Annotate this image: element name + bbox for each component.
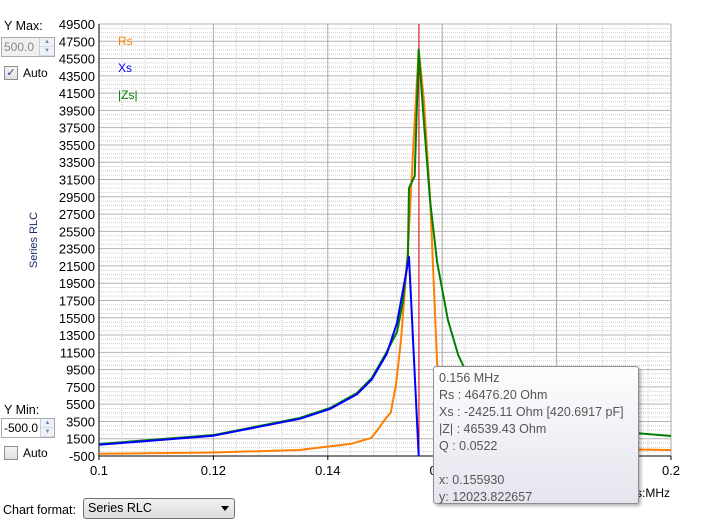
y-tick-label: 1500 bbox=[66, 432, 95, 447]
ymax-spinner[interactable]: 500.0 ▲ ▼ bbox=[1, 37, 55, 57]
y-tick-label: 3500 bbox=[66, 414, 95, 429]
x-tick-label: 0.14 bbox=[315, 463, 340, 478]
y-tick-label: 17500 bbox=[59, 293, 95, 308]
y-tick-label: 23500 bbox=[59, 242, 95, 257]
tooltip-rs: Rs : 46476.20 Ohm bbox=[439, 388, 548, 402]
series-line-xs bbox=[98, 256, 420, 457]
ymax-auto-checkbox[interactable]: ✓ bbox=[4, 66, 18, 80]
ymin-auto-checkbox[interactable] bbox=[4, 446, 18, 460]
y-tick-label: 41500 bbox=[59, 86, 95, 101]
y-tick-label: 35500 bbox=[59, 138, 95, 153]
ymin-label: Y Min: bbox=[4, 403, 40, 417]
spin-up-icon[interactable]: ▲ bbox=[40, 38, 54, 47]
y-tick-label: 49500 bbox=[59, 17, 95, 32]
legend-entry: Xs bbox=[118, 61, 132, 75]
tick-labels: 49500 47500 45500 43500 41500 39500 37500 35500… bbox=[59, 17, 680, 478]
tooltip-frequency: 0.156 MHz bbox=[439, 371, 500, 385]
chart-format-select[interactable]: Series RLC bbox=[83, 498, 235, 519]
ymin-auto-label: Auto bbox=[23, 446, 48, 460]
y-tick-label: 33500 bbox=[59, 155, 95, 170]
tooltip-x: x: 0.155930 bbox=[439, 473, 505, 487]
y-tick-label: 27500 bbox=[59, 207, 95, 222]
y-tick-label: 7500 bbox=[66, 380, 95, 395]
legend-entry: Rs bbox=[118, 34, 133, 48]
y-tick-label: 45500 bbox=[59, 52, 95, 67]
x-tick-label: 0.2 bbox=[662, 463, 680, 478]
y-tick-label: -500 bbox=[69, 449, 95, 464]
y-tick-label: 25500 bbox=[59, 224, 95, 239]
ymin-value[interactable]: -500.0 bbox=[4, 421, 39, 435]
y-tick-label: 9500 bbox=[66, 363, 95, 378]
ymax-auto-label: Auto bbox=[23, 66, 48, 80]
ymax-label: Y Max: bbox=[4, 19, 43, 33]
spin-up-icon[interactable]: ▲ bbox=[41, 419, 54, 428]
y-tick-label: 11500 bbox=[60, 345, 95, 360]
x-tick-label: 0.12 bbox=[201, 463, 226, 478]
cursor-tooltip: 0.156 MHz Rs : 46476.20 Ohm Xs : -2425.1… bbox=[433, 366, 639, 504]
chart-format-value: Series RLC bbox=[88, 501, 152, 515]
y-tick-label: 21500 bbox=[59, 259, 95, 274]
ymin-spinner[interactable]: -500.0 ▲ ▼ bbox=[1, 418, 55, 438]
y-tick-label: 29500 bbox=[59, 190, 95, 205]
tooltip-xs: Xs : -2425.11 Ohm [420.6917 pF] bbox=[439, 405, 624, 419]
legend-entry: |Zs| bbox=[118, 88, 138, 102]
y-axis-label: Series RLC bbox=[28, 212, 40, 268]
y-tick-label: 5500 bbox=[66, 397, 95, 412]
y-tick-label: 13500 bbox=[59, 328, 95, 343]
spin-down-icon[interactable]: ▼ bbox=[40, 47, 54, 56]
legend: Rs Xs |Zs| bbox=[118, 34, 138, 102]
tooltip-y: y: 12023.822657 bbox=[439, 490, 533, 504]
y-tick-label: 43500 bbox=[59, 69, 95, 84]
y-tick-label: 47500 bbox=[59, 34, 95, 49]
y-tick-label: 37500 bbox=[59, 121, 95, 136]
tooltip-q: Q : 0.0522 bbox=[439, 439, 498, 453]
y-tick-label: 15500 bbox=[59, 311, 95, 326]
y-tick-label: 31500 bbox=[59, 173, 95, 188]
ymax-value[interactable]: 500.0 bbox=[4, 40, 35, 54]
x-axis-label: s:MHz bbox=[636, 486, 670, 500]
y-tick-label: 19500 bbox=[59, 276, 95, 291]
chart-format-label: Chart format: bbox=[3, 503, 76, 517]
spin-down-icon[interactable]: ▼ bbox=[41, 428, 54, 437]
tooltip-z: |Z| : 46539.43 Ohm bbox=[439, 422, 547, 436]
chevron-down-icon bbox=[221, 506, 229, 511]
x-tick-label: 0.1 bbox=[90, 463, 108, 478]
y-tick-label: 39500 bbox=[59, 103, 95, 118]
